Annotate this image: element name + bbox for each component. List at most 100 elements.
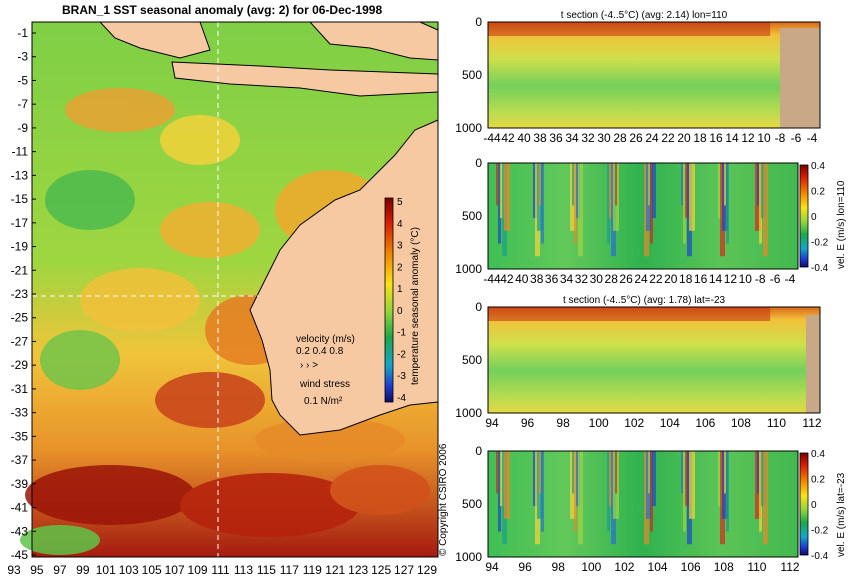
section-x-tick-label: 22	[661, 131, 675, 145]
section-x-tick-label: 30	[590, 272, 604, 286]
section-x-tick-label: 108	[731, 416, 751, 430]
section-x-tick-label: -6	[791, 131, 802, 145]
section-x-tick-label: 106	[695, 416, 715, 430]
colorbar-tick-label: -3	[397, 371, 406, 382]
land-mask	[806, 315, 820, 413]
lon-tick-label: 105	[142, 563, 162, 577]
colorbar-label: temperature seasonal anomaly (°C)	[410, 227, 421, 385]
colorbar-tick-label: -2	[397, 349, 406, 360]
section-x-tick-label: -8	[755, 272, 766, 286]
velocity-streak	[504, 163, 510, 231]
velocity-colorbar-tick: -0.2	[811, 526, 829, 537]
depth-tick-label: 0	[475, 444, 482, 458]
velocity-legend-title: velocity (m/s)	[296, 334, 355, 345]
velocity-streak	[578, 451, 583, 545]
velocity-streak	[539, 163, 541, 206]
depth-tick-label: 500	[462, 68, 482, 82]
colorbar-tick-label: 5	[397, 197, 403, 208]
velocity-colorbar-tick: -0.4	[811, 551, 829, 562]
section-x-tick-label: 42	[501, 131, 515, 145]
depth-tick-label: 1000	[455, 406, 482, 420]
section-x-tick-label: 34	[560, 272, 574, 286]
lat-tick-label: -39	[11, 477, 29, 491]
velocity-streak	[498, 163, 501, 244]
velocity-streak	[607, 163, 610, 244]
section-x-tick-label: 102	[624, 416, 644, 430]
section-x-tick-label: 108	[714, 560, 734, 574]
section-x-tick-label: 98	[552, 560, 566, 574]
section-x-tick-label: 18	[693, 131, 707, 145]
lat-tick-label: -19	[11, 240, 29, 254]
velocity-streak	[689, 451, 695, 519]
velocity-streak	[757, 163, 759, 206]
section-x-tick-label: 40	[517, 131, 531, 145]
velocity-streak	[574, 163, 577, 244]
section-x-tick-label: 104	[660, 416, 680, 430]
section-x-tick-label: -44	[483, 131, 501, 145]
velocity-streak	[650, 451, 653, 532]
velocity-legend: velocity (m/s) 0.2 0.4 0.8 › › >	[296, 334, 355, 371]
velocity-streak	[504, 451, 510, 519]
velocity-colorbar-tick: -0.2	[811, 238, 829, 249]
lat-tick-label: -15	[11, 192, 29, 206]
depth-tick-label: 500	[462, 353, 482, 367]
velocity-streak	[615, 163, 617, 206]
land-mask	[780, 28, 820, 128]
lon-tick-label: 113	[234, 563, 253, 577]
velocity-streak	[648, 163, 650, 206]
velocity-colorbar-tick: 0.4	[811, 161, 825, 172]
section-x-tick-label: 34	[565, 131, 579, 145]
lon-tick-label: 97	[53, 563, 67, 577]
lon-tick-label: 93	[7, 563, 21, 577]
velocity-streak	[496, 451, 498, 494]
section-x-tick-label: 28	[613, 131, 627, 145]
section-x-tick-label: 10	[739, 272, 753, 286]
section-x-tick-label: 32	[581, 131, 595, 145]
map-colorbar: 5 4 3 2 1 0 -1 -2 -3 -4 temperature seasonal anom…	[384, 197, 421, 404]
lon-tick-label: 129	[417, 563, 437, 577]
section-x-tick-label: 26	[629, 131, 643, 145]
velocity-streak	[763, 451, 768, 545]
velocity-streak	[615, 451, 617, 494]
colorbar-scale	[384, 197, 394, 403]
indonesia-islands	[171, 61, 439, 97]
velocity-legend-values: 0.2 0.4 0.8	[296, 346, 344, 357]
velocity-streak	[496, 163, 498, 206]
section-x-tick-label: 24	[645, 131, 659, 145]
section-x-tick-label: 110	[767, 416, 786, 430]
velocity-streak	[724, 451, 726, 494]
lat-tick-label: -17	[11, 216, 29, 230]
section-x-tick-label: 94	[485, 560, 499, 574]
lat-tick-label: -9	[17, 121, 28, 135]
velocity-streak	[724, 163, 726, 206]
velocity-streak	[726, 451, 729, 532]
lat-tick-label: -11	[12, 145, 29, 159]
lat-tick-label: -31	[11, 382, 29, 396]
velocity-streak	[650, 163, 653, 244]
lon-tick-label: 107	[165, 563, 185, 577]
section-x-tick-label: 12	[741, 131, 755, 145]
colorbar-tick-label: -1	[397, 328, 406, 339]
section-x-tick-label: -44	[483, 272, 501, 286]
colorbar-tick-label: 1	[397, 284, 403, 295]
lat-tick-label: -29	[11, 358, 29, 372]
section-x-tick-label: 16	[694, 272, 708, 286]
velocity-streak	[759, 163, 762, 244]
panel-title: t section (-4..5°C) (avg: 2.14) lon=110	[561, 10, 728, 21]
section-x-tick-label: 38	[533, 131, 547, 145]
lon-tick-label: 95	[30, 563, 44, 577]
section-field	[488, 22, 820, 128]
velocity-streak	[652, 163, 656, 219]
section-x-tick-label: 32	[575, 272, 589, 286]
map-area	[20, 21, 439, 558]
map-title: BRAN_1 SST seasonal anomaly (avg: 2) for…	[62, 3, 382, 17]
colorbar-tick-label: 4	[397, 219, 403, 230]
map-lon-axis: 93 95 97 99 101 103 105 107 109 111 113 115 117 119 12…	[7, 563, 437, 577]
section-x-tick-label: 96	[521, 416, 535, 430]
wind-legend-title: wind stress	[299, 379, 350, 390]
section-x-tick-label: -4	[785, 272, 796, 286]
velocity-streak	[539, 451, 541, 494]
